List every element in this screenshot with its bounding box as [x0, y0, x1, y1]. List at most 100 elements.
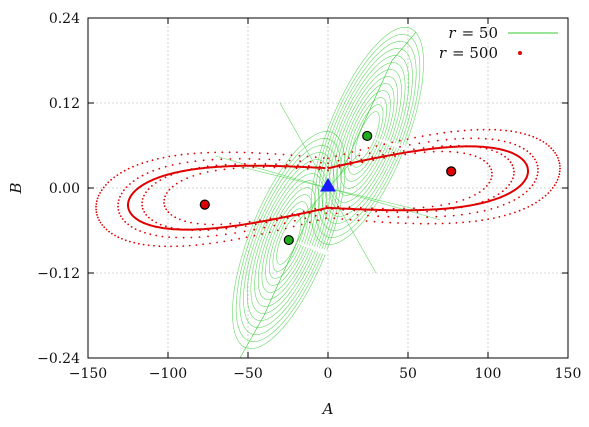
series-r500-point: [501, 190, 504, 193]
series-r500-point: [476, 211, 479, 214]
series-r500-point: [193, 152, 196, 155]
series-r500-point: [535, 161, 538, 164]
series-r500-point: [266, 152, 269, 155]
series-r500-point: [346, 213, 349, 216]
series-r500-point: [165, 225, 167, 228]
x-tick-label: 100: [475, 366, 502, 382]
series-r500-point: [483, 209, 486, 212]
series-r50-orbit: [261, 187, 316, 293]
series-r500-point: [542, 141, 545, 143]
series-r500-point: [449, 144, 452, 147]
series-r500-point: [382, 207, 384, 210]
series-r500-point: [306, 168, 309, 170]
series-r500-point: [427, 141, 430, 143]
series-r500-point: [360, 158, 363, 161]
series-r500-point: [383, 143, 386, 146]
series-r500-point: [141, 198, 144, 200]
series-r500-point: [452, 208, 455, 210]
series-r500-point: [558, 170, 561, 173]
series-r500-point: [136, 177, 139, 180]
series-r500-point: [141, 207, 144, 210]
series-r500-point: [536, 174, 539, 177]
series-r500-point: [225, 227, 228, 230]
series-r500-point: [182, 236, 185, 239]
series-r500-point: [429, 134, 431, 136]
series-r500-point: [444, 209, 447, 211]
series-r500-point: [503, 140, 506, 143]
series-r50-arm: [340, 31, 417, 174]
series-r500-point: [382, 153, 384, 156]
series-r500-point: [180, 179, 183, 182]
series-r500-point: [139, 230, 142, 232]
fixed-point-marker: [446, 166, 457, 177]
series-r500-point: [389, 221, 392, 224]
series-r500-point: [294, 219, 296, 222]
series-r500-point: [468, 212, 471, 215]
series-r500-point: [322, 157, 325, 159]
series-r500-point: [95, 203, 98, 205]
series-r500-point: [178, 218, 181, 221]
series-r500-point: [351, 151, 354, 153]
series-r500-point: [337, 205, 339, 208]
series-r500-point: [154, 182, 157, 184]
series-r500-point: [275, 163, 277, 166]
series-r50-orbit: [343, 90, 391, 182]
series-r500-point: [531, 203, 534, 206]
series-r500-point: [504, 155, 506, 158]
series-r500-point: [509, 213, 511, 215]
series-r500-point: [407, 216, 409, 219]
series-r500-point: [538, 199, 541, 202]
series-r500-point: [335, 212, 338, 215]
series-r500-point: [490, 168, 493, 171]
series-r500-point: [387, 215, 390, 218]
series-r500-point: [490, 208, 493, 210]
legend-value-r500: = 500: [452, 44, 498, 62]
series-r500-point: [177, 228, 179, 230]
series-r500-point: [499, 129, 502, 132]
series-r500-point: [335, 155, 337, 158]
series-r500-point: [404, 153, 407, 156]
series-r500-point: [469, 153, 472, 156]
series-r500-point: [343, 153, 346, 156]
series-r500-point: [141, 201, 144, 204]
series-r500-point: [285, 163, 288, 166]
series-r500-point: [421, 135, 424, 138]
series-r500-point: [365, 220, 368, 222]
series-r50-arm: [239, 202, 316, 359]
series-r500-point: [379, 150, 381, 152]
series-r500-point: [482, 128, 485, 131]
series-r500-point: [263, 226, 266, 229]
series-r500-point: [349, 218, 352, 221]
series-r500-point: [211, 158, 214, 161]
series-r500-point: [485, 147, 488, 150]
series-r500-point: [468, 220, 471, 223]
series-r500-point: [309, 161, 312, 163]
series-r500-point: [147, 188, 150, 191]
x-tick-label: −100: [149, 366, 187, 382]
series-r500-point: [292, 225, 295, 228]
series-r500-point: [559, 165, 561, 167]
series-r500-point: [512, 177, 514, 180]
series-r500-point: [146, 172, 149, 175]
series-r500-point: [456, 151, 459, 154]
series-r500-point: [348, 157, 350, 160]
series-r500-point: [532, 135, 535, 138]
series-r500-point: [155, 221, 158, 224]
series-r500-point: [284, 227, 287, 230]
series-r500-point: [258, 152, 261, 155]
series-r500-point: [168, 155, 171, 158]
series-r500-point: [207, 235, 209, 238]
series-r500-point: [195, 244, 198, 247]
series-r500-point: [234, 163, 237, 166]
series-r500-point: [432, 150, 435, 153]
series-r500-point: [306, 155, 309, 158]
series-r500-point: [314, 214, 317, 217]
series-r500-point: [123, 189, 125, 192]
series-r500-point: [234, 226, 237, 229]
series-r500-point: [144, 231, 146, 234]
series-r500-point: [211, 223, 214, 226]
series-r500-point: [524, 133, 526, 136]
series-r500-point: [338, 163, 341, 166]
series-r500-point: [254, 162, 256, 165]
